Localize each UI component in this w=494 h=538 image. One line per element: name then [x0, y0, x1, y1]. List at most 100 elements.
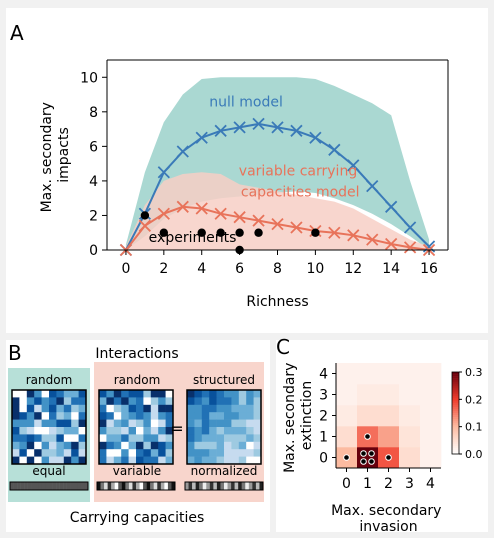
capacity-bar-1-18	[160, 482, 165, 490]
matrix-0-cell-0-3	[34, 390, 42, 398]
heatmap-cell-3-1	[399, 426, 421, 448]
capacity-bar-2-16	[241, 482, 246, 490]
heatmap-cell-2-1	[378, 426, 400, 448]
matrix-2-cell-5-1	[194, 427, 203, 435]
matrix-2-cell-5-9	[253, 427, 262, 435]
matrix-0-cell-6-4	[41, 434, 50, 443]
matrix-2-cell-3-7	[238, 412, 247, 420]
experiments-label: experiments	[149, 230, 237, 246]
matrix-0-cell-9-0	[12, 456, 20, 465]
experiment-point-6	[311, 228, 320, 237]
matrix-1-cell-3-4	[128, 412, 137, 420]
matrix-0-cell-2-7	[63, 404, 72, 413]
matrix-2-cell-2-6	[231, 404, 240, 413]
matrix-0-cell-7-8	[71, 441, 79, 450]
matrix-0-cell-0-5	[49, 390, 57, 398]
colorbar-step-19	[452, 410, 459, 414]
matrix-2-cell-8-2	[201, 449, 210, 457]
panel-a: A 0 2 4 6 8 10 12 14 16 0 2 4 6 8 10 null model variab…	[10, 21, 449, 310]
heatmap-experiment-point-4	[360, 458, 367, 465]
colorbar-step-22	[452, 417, 459, 420]
matrix-1-cell-2-4	[128, 404, 137, 413]
y-axis-label: Max. secondary impacts	[39, 98, 72, 213]
matrix-2-cell-1-4	[216, 397, 225, 406]
matrix-0-cell-5-1	[19, 427, 28, 435]
heatmap-x-axis-label: Max. secondary invasion	[331, 503, 446, 535]
carrying-capacities-title: Carrying capacities	[70, 510, 205, 526]
matrix-2-cell-2-3	[209, 404, 217, 413]
marker-series-1-11	[328, 226, 341, 239]
marker-series-1-14	[385, 237, 398, 251]
colorbar-step-12	[452, 396, 459, 399]
colorbar-step-8	[452, 388, 459, 391]
capacity-bar-2-8	[213, 482, 218, 490]
matrix-2-cell-0-7	[238, 390, 247, 398]
colorbar-step-11	[452, 394, 459, 397]
matrix-1-cell-6-7	[150, 434, 159, 443]
matrix-0-cell-0-4	[41, 390, 50, 398]
matrix-1-cell-5-3	[121, 427, 129, 435]
matrix-0-cell-8-6	[56, 449, 65, 457]
matrix-1-cell-7-8	[158, 441, 166, 450]
matrix-0-cell-9-4	[41, 456, 50, 465]
matrix-1-cell-1-0	[99, 397, 107, 406]
matrix-0-cell-5-4	[41, 427, 50, 435]
matrix-2-cell-3-8	[246, 412, 254, 420]
matrix-1-cell-9-8	[158, 456, 166, 465]
matrix-1-cell-2-8	[158, 404, 166, 413]
x-tick-label-16: 16	[420, 261, 438, 277]
capacity-bar-2-13	[231, 482, 235, 490]
capacity-bar-0-6	[31, 482, 36, 490]
matrix-2-frame	[186, 389, 262, 465]
capacity-bar-1-4	[111, 482, 115, 490]
matrix-1-cell-6-3	[121, 434, 129, 443]
matrix-0-cell-8-5	[49, 449, 57, 457]
heatmap-cell-1-3	[357, 384, 379, 406]
panel-label-a: A	[10, 21, 24, 45]
matrix-2-cell-6-7	[238, 434, 247, 443]
capacity-bar-2-9	[216, 482, 221, 490]
matrix-0-cell-8-1	[19, 449, 28, 457]
colorbar-step-26	[452, 425, 459, 428]
colorbar-step-23	[452, 419, 459, 422]
capacity-bar-1-15	[150, 482, 154, 490]
capacity-bar-2-18	[248, 482, 253, 490]
capacity-bar-2-15	[238, 482, 242, 490]
matrix-1-cell-3-1	[106, 412, 115, 420]
capacity-bar-2-14	[234, 482, 239, 490]
heatmap-y-tick-label-2: 2	[319, 409, 328, 425]
capacity-bar-2-12	[227, 482, 232, 490]
matrix-2-cell-7-0	[187, 441, 195, 450]
matrix-0-cell-7-9	[78, 441, 87, 450]
marker-series-0-8	[271, 121, 284, 134]
matrix-1-cell-5-9	[165, 427, 174, 435]
matrix-0-cell-0-8	[71, 390, 79, 398]
colorbar-step-3	[452, 378, 459, 381]
heatmap-cell-4-3	[420, 384, 442, 406]
x-tick-label-14: 14	[382, 261, 400, 277]
colorbar-step-39	[452, 451, 459, 455]
matrix-1-cell-4-7	[150, 419, 159, 428]
matrix-2-cell-0-4	[216, 390, 225, 398]
matrix-0-cell-6-9	[78, 434, 87, 443]
capacity-bar-0-17	[70, 482, 75, 490]
matrix-2-cell-9-5	[224, 456, 232, 465]
heatmap-experiment-point-0	[343, 454, 350, 461]
capacity-bar-0-2	[17, 482, 21, 490]
matrix-3-top-label: structured	[193, 373, 255, 387]
colorbar-step-25	[452, 423, 459, 426]
matrix-0-cell-7-6	[56, 441, 65, 450]
heatmap-cell-2-3	[378, 384, 400, 406]
capacity-bar-0-3	[20, 482, 25, 490]
matrix-1-cell-7-7	[150, 441, 159, 450]
capacity-bar-1-21	[171, 482, 176, 490]
matrix-2-cell-5-2	[201, 427, 210, 435]
matrix-0-cell-8-3	[34, 449, 42, 457]
band-series-0	[125, 77, 430, 250]
heatmap-cell-4-4	[420, 363, 442, 385]
matrix-2-cell-5-7	[238, 427, 247, 435]
matrix-2-cell-8-3	[209, 449, 217, 457]
matrix-1-cell-3-7	[150, 412, 159, 420]
matrix-2-cell-0-2	[201, 390, 210, 398]
matrix-1-cell-1-4	[128, 397, 137, 406]
